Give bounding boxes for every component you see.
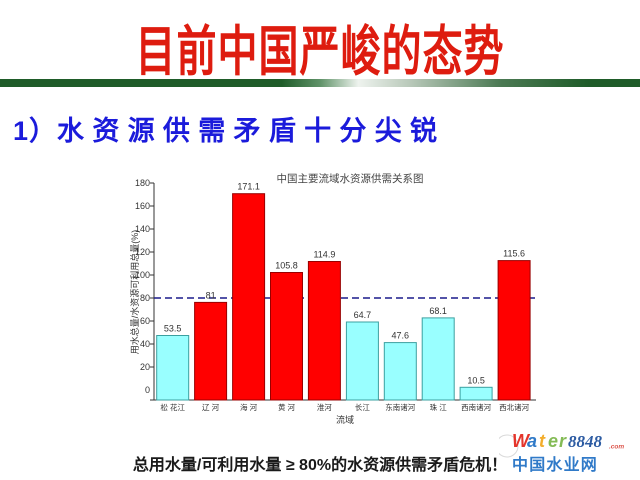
svg-text:黄 河: 黄 河	[278, 402, 296, 412]
svg-text:流域: 流域	[336, 414, 354, 425]
svg-text:0: 0	[145, 385, 150, 395]
svg-text:东南诸河: 东南诸河	[385, 402, 415, 412]
svg-text:47.6: 47.6	[392, 331, 410, 341]
svg-text:171.1: 171.1	[237, 182, 260, 192]
svg-text:160: 160	[135, 201, 150, 211]
svg-text:115.6: 115.6	[503, 249, 525, 259]
svg-text:海 河: 海 河	[240, 402, 258, 412]
svg-text:长江: 长江	[355, 402, 370, 412]
svg-text:20: 20	[140, 362, 150, 372]
svg-text:105.8: 105.8	[275, 261, 298, 271]
svg-text:60: 60	[140, 316, 150, 326]
svg-text:t: t	[539, 431, 546, 451]
svg-text:中国主要流域水资源供需关系图: 中国主要流域水资源供需关系图	[277, 172, 424, 185]
svg-text:8848: 8848	[568, 432, 603, 451]
svg-text:珠 江: 珠 江	[430, 402, 448, 412]
svg-text:辽 河: 辽 河	[202, 403, 220, 412]
svg-text:.com: .com	[609, 444, 624, 451]
svg-text:西南诸河: 西南诸河	[461, 402, 491, 412]
svg-text:114.9: 114.9	[313, 250, 335, 260]
svg-text:淮河: 淮河	[317, 402, 332, 412]
svg-text:松 花江: 松 花江	[160, 402, 185, 412]
svg-text:e: e	[548, 431, 558, 451]
svg-text:a: a	[527, 431, 537, 451]
svg-text:68.1: 68.1	[429, 306, 447, 316]
svg-text:10.5: 10.5	[467, 375, 485, 385]
svg-text:r: r	[559, 431, 567, 451]
svg-text:64.7: 64.7	[354, 310, 372, 320]
svg-text:西北诸河: 西北诸河	[499, 403, 529, 412]
svg-text:用水总量/水资源可利用总量(%): 用水总量/水资源可利用总量(%)	[129, 230, 140, 355]
svg-text:53.5: 53.5	[164, 324, 182, 334]
svg-text:40: 40	[140, 339, 150, 349]
svg-text:81: 81	[206, 290, 216, 300]
svg-text:80: 80	[140, 293, 150, 303]
svg-text:中国水业网: 中国水业网	[512, 455, 598, 474]
svg-text:180: 180	[135, 178, 150, 188]
